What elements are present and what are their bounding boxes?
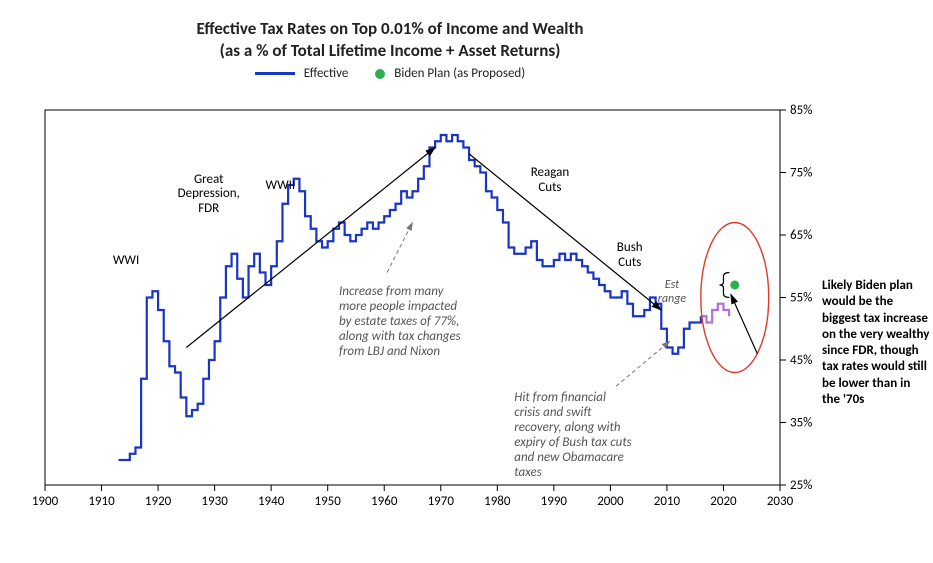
label-great-depression: GreatDepression,FDR (164, 173, 254, 218)
label-wwii: WWII (266, 179, 316, 194)
label-wwi: WWI (113, 254, 163, 269)
svg-text:1900: 1900 (32, 494, 59, 509)
svg-text:45%: 45% (790, 353, 812, 368)
side-note-biden: Likely Biden plan would be the biggest t… (822, 278, 930, 408)
svg-text:65%: 65% (790, 228, 812, 243)
label-est-range: Estrange (650, 279, 694, 307)
arrow-lbj-note (387, 223, 412, 273)
label-reagan: ReaganCuts (520, 166, 580, 196)
svg-text:1990: 1990 (541, 494, 568, 509)
arrow-biden-note (731, 294, 758, 353)
svg-text:1980: 1980 (484, 494, 511, 509)
svg-text:2030: 2030 (767, 494, 794, 509)
arrow-crisis-note (616, 341, 670, 386)
svg-text:1940: 1940 (258, 494, 285, 509)
biden-bracket (719, 273, 729, 298)
svg-text:75%: 75% (790, 166, 812, 181)
svg-text:1910: 1910 (88, 494, 115, 509)
svg-text:1920: 1920 (145, 494, 172, 509)
svg-text:2010: 2010 (654, 494, 681, 509)
svg-text:1970: 1970 (428, 494, 455, 509)
svg-text:55%: 55% (790, 291, 812, 306)
svg-text:85%: 85% (790, 103, 812, 118)
marker-biden-dot (730, 281, 739, 290)
svg-text:1960: 1960 (371, 494, 398, 509)
label-crisis-note: Hit from financialcrisis and swiftrecove… (514, 391, 684, 481)
series-est-range (701, 304, 729, 323)
svg-text:25%: 25% (790, 478, 812, 493)
label-lbj-note: Increase from manymore people impactedby… (339, 285, 499, 360)
svg-text:1930: 1930 (201, 494, 228, 509)
svg-text:2000: 2000 (597, 494, 624, 509)
svg-text:35%: 35% (790, 416, 812, 431)
chart-canvas: 1900 1910 1920 1930 1940 1950 1960 1970 1980 1990… (0, 0, 933, 563)
svg-text:1950: 1950 (315, 494, 342, 509)
label-bush: BushCuts (605, 241, 655, 271)
highlight-ellipse (701, 223, 769, 373)
svg-text:2020: 2020 (710, 494, 737, 509)
